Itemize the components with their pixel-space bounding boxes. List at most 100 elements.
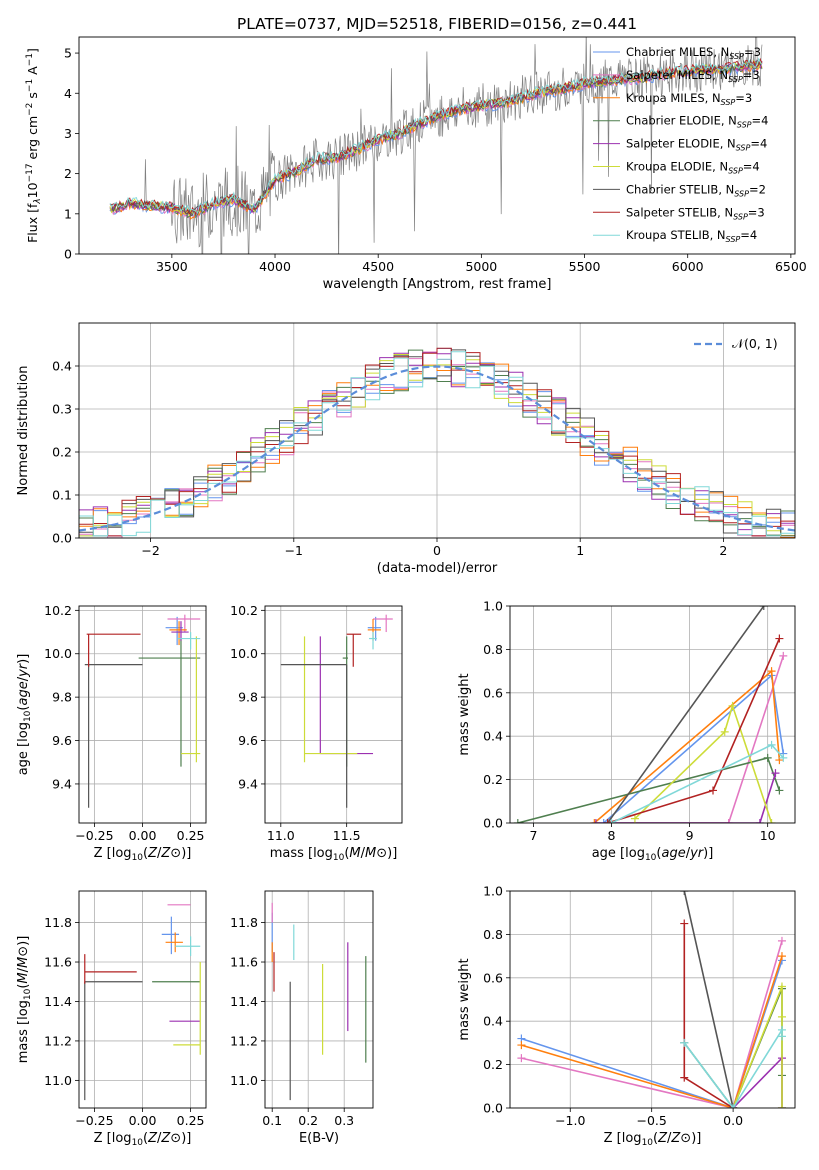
legend-label: Kroupa ELODIE, NSSP=4 bbox=[626, 160, 760, 176]
x-tick-label: 11.0 bbox=[267, 828, 295, 843]
legend-label: Kroupa MILES, NSSP=3 bbox=[626, 91, 752, 107]
y-tick-label: 11.8 bbox=[230, 915, 258, 930]
weight-line-salpeter_miles bbox=[521, 940, 783, 1108]
weight-marker-salpeter_elodie bbox=[755, 819, 764, 823]
y-tick-label: 0.8 bbox=[483, 642, 503, 657]
x-tick-label: 2 bbox=[719, 543, 727, 558]
x-tick-label: 1 bbox=[576, 543, 584, 558]
weight-line-kroupa_elodie bbox=[634, 703, 773, 823]
y-tick-label: 1.0 bbox=[483, 884, 503, 899]
y-axis-label: mass weight bbox=[457, 958, 472, 1040]
x-tick-label: 6000 bbox=[672, 259, 704, 274]
x-tick-label: 0 bbox=[433, 543, 441, 558]
weight-marker-salpeter_stelib bbox=[603, 819, 612, 823]
x-axis-label: Z [log10(Z/Z⊙)] bbox=[604, 1131, 702, 1148]
weight-marker-kroupa_stelib bbox=[729, 1104, 738, 1108]
x-axis-label: mass [log10(M/M⊙)] bbox=[270, 846, 398, 863]
x-tick-label: 0.25 bbox=[177, 828, 205, 843]
x-tick-label: 0.3 bbox=[334, 1113, 354, 1128]
axes-frame bbox=[78, 890, 207, 1109]
panel-age_vs_Z: −0.25 0.00 0.25 9.4 9.6 9.8 10.0 10.2 Z [log10(Z… bbox=[16, 603, 207, 863]
x-tick-label: 4000 bbox=[259, 259, 291, 274]
weight-marker-kroupa_stelib bbox=[680, 1038, 689, 1047]
weight-line-salpeter_stelib bbox=[683, 923, 734, 1108]
y-tick-label: 0.1 bbox=[52, 488, 72, 503]
y-axis-label: mass [log10(M/M⊙)] bbox=[16, 936, 33, 1064]
panel-weight_vs_age: 7 8 9 10 0.0 0.2 0.4 0.6 0.8 1.0 age [log10(age/yr… bbox=[457, 599, 796, 863]
x-tick-label: 0.0 bbox=[723, 1113, 743, 1128]
y-tick-label: 11.8 bbox=[44, 915, 72, 930]
weight-marker-salpeter_elodie bbox=[771, 769, 780, 778]
x-tick-label: −1.0 bbox=[555, 1113, 585, 1128]
weight-marker-kroupa_miles bbox=[777, 952, 786, 961]
legend-label: Chabrier STELIB, NSSP=2 bbox=[626, 182, 766, 198]
legend-label: Salpeter STELIB, NSSP=3 bbox=[626, 205, 765, 221]
plot-area bbox=[510, 891, 795, 1108]
weight-marker-kroupa_miles bbox=[590, 819, 599, 823]
y-axis-label: mass weight bbox=[457, 673, 472, 755]
axes-frame bbox=[78, 605, 207, 824]
x-tick-label: −1 bbox=[285, 543, 303, 558]
y-tick-label: 9.8 bbox=[238, 690, 258, 705]
weight-marker-salpeter_miles bbox=[724, 819, 733, 823]
x-tick-label: 7 bbox=[529, 828, 537, 843]
plot-area bbox=[510, 606, 795, 823]
axes-frame bbox=[264, 605, 403, 824]
x-tick-label: 9 bbox=[686, 828, 694, 843]
weight-marker-kroupa_stelib bbox=[767, 740, 776, 749]
model-spectrum-chabrier_miles bbox=[109, 62, 763, 218]
x-tick-label: 6500 bbox=[775, 259, 807, 274]
x-tick-label: 0.2 bbox=[298, 1113, 318, 1128]
legend-label: Salpeter ELODIE, NSSP=4 bbox=[626, 137, 767, 153]
panel-weight_vs_Z: −1.0 −0.5 0.0 0.0 0.2 0.4 0.6 0.8 1.0 Z [log10(Z/… bbox=[457, 884, 796, 1148]
weight-line-salpeter_stelib bbox=[607, 638, 781, 823]
weight-marker-kroupa_elodie bbox=[728, 701, 737, 710]
x-axis-label: Z [log10(Z/Z⊙)] bbox=[94, 1131, 192, 1148]
weight-line-chabrier_stelib bbox=[683, 891, 734, 1108]
y-axis-label: age [log10(age/yr)] bbox=[16, 654, 33, 776]
y-tick-label: 0.0 bbox=[52, 531, 72, 546]
axes-frame bbox=[78, 322, 796, 539]
y-tick-label: 10.2 bbox=[230, 603, 258, 618]
weight-marker-kroupa_miles bbox=[767, 667, 776, 676]
x-axis-label: Z [log10(Z/Z⊙)] bbox=[94, 846, 192, 863]
weight-line-kroupa_miles bbox=[521, 955, 783, 1108]
x-tick-label: 3500 bbox=[156, 259, 188, 274]
plot-area bbox=[265, 606, 402, 823]
legend-label: Salpeter MILES, NSSP=3 bbox=[626, 68, 760, 84]
y-tick-label: 11.6 bbox=[230, 955, 258, 970]
axes-frame bbox=[264, 890, 374, 1109]
weight-marker-kroupa_elodie bbox=[630, 814, 639, 823]
y-tick-label: 0.3 bbox=[52, 402, 72, 417]
weight-marker-kroupa_stelib bbox=[779, 753, 788, 762]
y-tick-label: 11.6 bbox=[44, 955, 72, 970]
y-tick-label: 0.2 bbox=[52, 445, 72, 460]
y-tick-label: 0.4 bbox=[483, 1014, 503, 1029]
y-tick-label: 9.8 bbox=[52, 690, 72, 705]
x-tick-label: 10 bbox=[760, 828, 776, 843]
y-tick-label: 1 bbox=[64, 206, 72, 221]
y-tick-label: 3 bbox=[64, 126, 72, 141]
legend-label: 𝒩(0, 1) bbox=[732, 336, 778, 351]
y-tick-label: 0.6 bbox=[483, 970, 503, 985]
weight-marker-kroupa_stelib bbox=[777, 1032, 786, 1041]
y-axis-label: Normed distribution bbox=[16, 366, 31, 496]
x-tick-label: 11.5 bbox=[333, 828, 361, 843]
weight-marker-kroupa_elodie bbox=[777, 1012, 786, 1021]
x-tick-label: −0.25 bbox=[75, 1113, 113, 1128]
y-tick-label: 10.0 bbox=[230, 646, 258, 661]
weight-line-salpeter_miles bbox=[611, 655, 785, 823]
plot-area bbox=[79, 606, 206, 823]
gaussian-curve bbox=[79, 365, 795, 532]
weight-marker-chabrier_elodie bbox=[513, 819, 522, 823]
weight-marker-chabrier_stelib bbox=[759, 606, 768, 610]
weight-marker-kroupa_elodie bbox=[767, 819, 776, 823]
y-tick-label: 2 bbox=[64, 166, 72, 181]
y-axis-label: Flux [fλ10−17 erg cm−2 s−1 A−1] bbox=[25, 48, 43, 243]
weight-marker-salpeter_miles bbox=[779, 651, 788, 660]
axes-frame bbox=[509, 890, 796, 1109]
x-tick-label: 5500 bbox=[569, 259, 601, 274]
histogram-salpeter_stelib bbox=[79, 347, 795, 537]
axes-frame bbox=[78, 36, 796, 255]
